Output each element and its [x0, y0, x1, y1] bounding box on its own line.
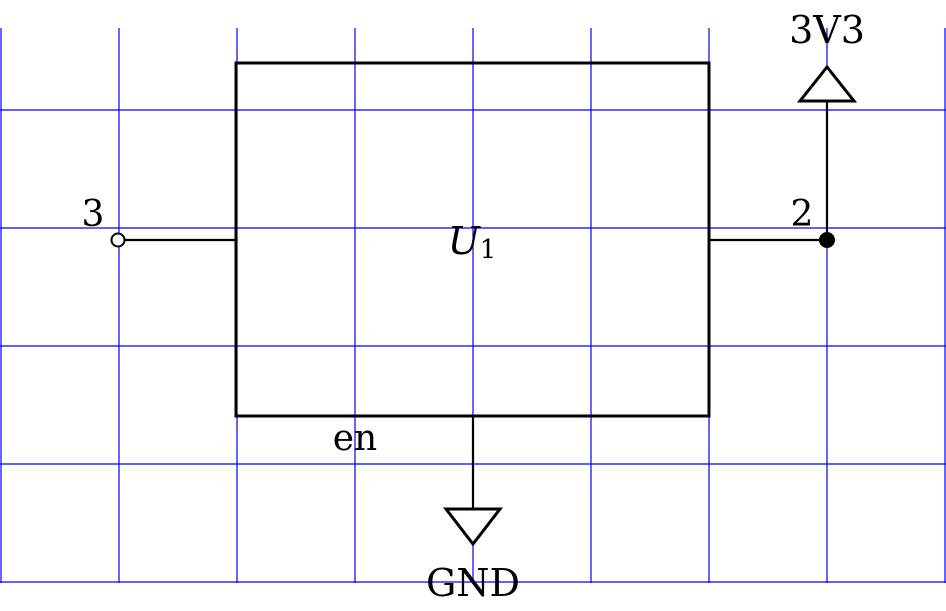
- component-name-main: U: [448, 219, 482, 263]
- enable-pin-label: en: [333, 418, 378, 459]
- supply-label: 3V3: [789, 8, 865, 52]
- component-name-sub: 1: [480, 235, 497, 265]
- right-pin-label: 2: [791, 194, 814, 235]
- open-terminal: [110, 232, 126, 248]
- supply-symbol: [796, 64, 858, 103]
- component-name: U1: [448, 219, 497, 265]
- ground-symbol: [442, 507, 504, 547]
- junction-dot: [819, 232, 835, 248]
- ground-label: GND: [426, 561, 520, 605]
- left-pin-label: 3: [82, 194, 105, 235]
